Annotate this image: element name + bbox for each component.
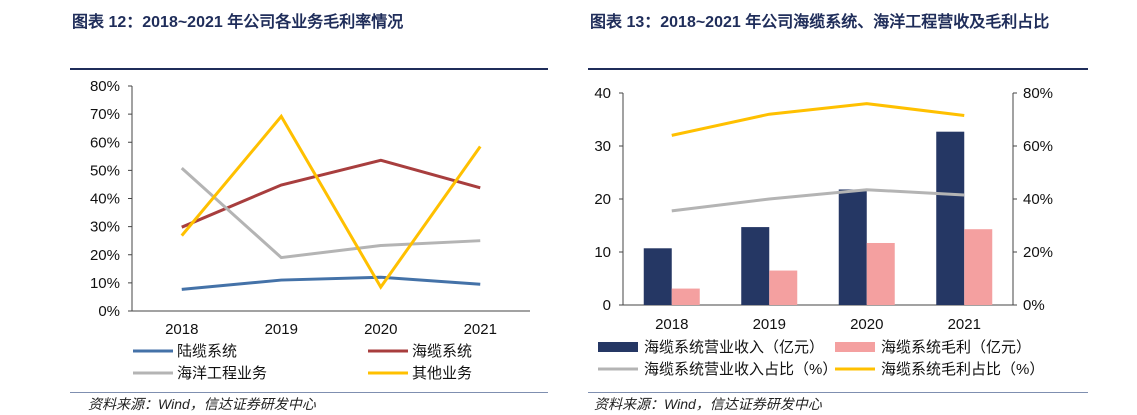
x-tick-label: 2021 (948, 316, 981, 333)
y-tick-label: 0 (603, 297, 611, 314)
legend-label: 海洋工程业务 (177, 365, 267, 382)
legend-label: 海缆系统毛利占比（%） (881, 361, 1044, 378)
y-tick-label: 40 (594, 85, 611, 102)
y-tick-label: 50% (90, 162, 120, 179)
y2-tick-label: 40% (1023, 191, 1053, 208)
y-tick-label: 10 (594, 244, 611, 261)
y-tick-label: 20 (594, 191, 611, 208)
series-line (180, 167, 481, 260)
divider (70, 68, 548, 70)
bar (769, 270, 798, 305)
divider (588, 68, 1088, 70)
y-tick-label: 10% (90, 275, 120, 292)
x-tick-label: 2020 (364, 321, 397, 338)
legend-label: 陆缆系统 (177, 343, 237, 360)
y-tick-label: 70% (90, 106, 120, 123)
y-tick-label: 80% (90, 78, 120, 95)
divider (588, 392, 1088, 393)
y-tick-label: 60% (90, 134, 120, 151)
legend-swatch (598, 342, 638, 352)
x-tick-label: 2018 (655, 316, 688, 333)
y2-tick-label: 60% (1023, 138, 1053, 155)
bar (671, 288, 700, 305)
y2-tick-label: 20% (1023, 244, 1053, 261)
bar (866, 242, 895, 305)
x-tick-label: 2018 (165, 321, 198, 338)
y-tick-label: 40% (90, 191, 120, 208)
bar (643, 248, 672, 305)
x-tick-label: 2021 (464, 321, 497, 338)
y-tick-label: 30% (90, 219, 120, 236)
bar (964, 229, 993, 305)
y-tick-label: 30 (594, 138, 611, 155)
series-line (180, 113, 482, 290)
x-tick-label: 2020 (850, 316, 883, 333)
y2-tick-label: 80% (1023, 85, 1053, 102)
left-chart-title: 图表 12：2018~2021 年公司各业务毛利率情况 (72, 14, 404, 31)
divider (70, 392, 548, 393)
bar (741, 227, 770, 305)
x-tick-label: 2019 (265, 321, 298, 338)
series-line (671, 102, 965, 137)
right-chart-title: 图表 13：2018~2021 年公司海缆系统、海洋工程营收及毛利占比 (590, 14, 1050, 31)
left-source: 资料来源：Wind，信达证券研发中心 (88, 396, 316, 412)
legend-label: 海缆系统营业收入（亿元） (644, 339, 824, 356)
series-line (671, 188, 965, 213)
right-source: 资料来源：Wind，信达证券研发中心 (594, 396, 822, 412)
y-tick-label: 20% (90, 247, 120, 264)
y-tick-label: 0% (98, 303, 120, 320)
legend-label: 海缆系统毛利（亿元） (881, 339, 1031, 356)
legend-swatch (835, 342, 875, 352)
bar (936, 131, 965, 305)
bar (838, 189, 867, 305)
series-line (181, 158, 481, 229)
series-line (181, 275, 481, 291)
x-tick-label: 2019 (753, 316, 786, 333)
legend-label: 海缆系统营业收入占比（%） (644, 361, 837, 378)
legend-label: 其他业务 (412, 365, 472, 382)
y2-tick-label: 0% (1023, 297, 1045, 314)
legend-label: 海缆系统 (412, 343, 472, 360)
